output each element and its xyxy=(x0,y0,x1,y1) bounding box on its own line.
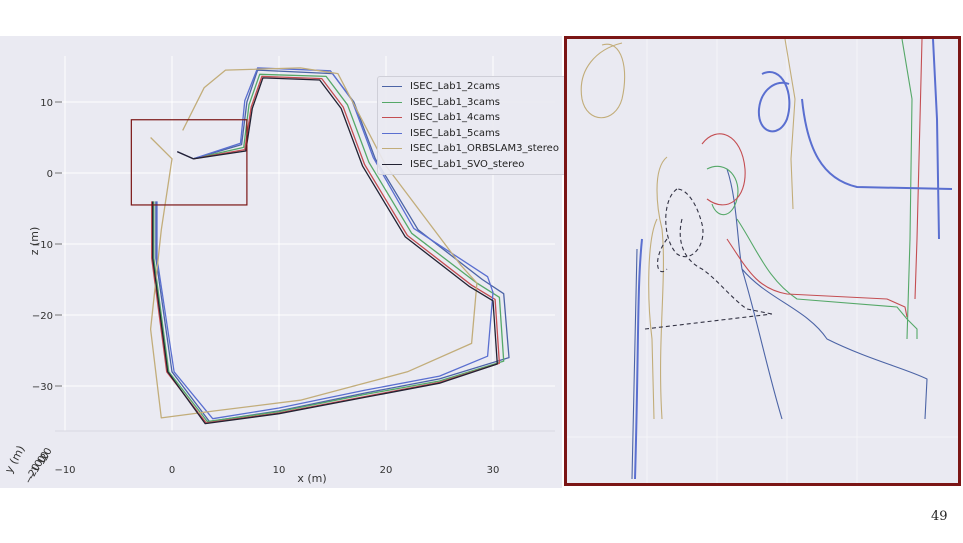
z-tick-label: −30 xyxy=(32,382,53,393)
legend-label: ISEC_Lab1_ORBSLAM3_stereo xyxy=(410,143,559,155)
legend-swatch xyxy=(382,101,402,103)
zoom-plot-svg xyxy=(567,39,958,483)
legend-entry: ISEC_Lab1_ORBSLAM3_stereo xyxy=(382,141,562,157)
z-tick-labels: 10 0 −10 −20 −30 xyxy=(32,98,62,393)
legend-entry: ISEC_Lab1_SVO_stereo xyxy=(382,157,562,173)
x-tick-label: −10 xyxy=(54,465,75,476)
z-tick-label: −10 xyxy=(32,240,53,251)
inset-region-box xyxy=(130,119,248,206)
legend-swatch xyxy=(382,163,402,165)
x-tick-label: 20 xyxy=(380,465,393,476)
legend-label: ISEC_Lab1_3cams xyxy=(410,96,500,108)
zoom-series-line-ISEC_Lab1_SVO_stereo xyxy=(644,188,773,330)
zoom-inset-plot xyxy=(564,36,961,486)
x-tick-label: 0 xyxy=(169,465,175,476)
legend-entry: ISEC_Lab1_4cams xyxy=(382,110,562,126)
series-line-ISEC_Lab1_SVO_stereo xyxy=(152,77,498,425)
legend-entry: ISEC_Lab1_3cams xyxy=(382,95,562,111)
y-axis-label: y (m) xyxy=(2,443,27,475)
zoom-series-line-ISEC_Lab1_ORBSLAM3_stereo xyxy=(580,39,796,420)
main-grid xyxy=(55,56,555,432)
zoom-series-line-ISEC_Lab1_5cams xyxy=(634,39,953,480)
x-tick-labels: −10 0 10 20 30 xyxy=(54,465,499,476)
legend-entry: ISEC_Lab1_5cams xyxy=(382,126,562,142)
legend-swatch xyxy=(382,117,402,119)
legend-label: ISEC_Lab1_4cams xyxy=(410,112,500,124)
legend-swatch xyxy=(382,148,402,150)
zoom-series-lines xyxy=(580,39,953,480)
legend: ISEC_Lab1_2cams ISEC_Lab1_3cams ISEC_Lab1_… xyxy=(377,76,567,175)
legend-swatch xyxy=(382,86,402,88)
legend-label: ISEC_Lab1_2cams xyxy=(410,81,500,93)
z-axis-label: z (m) xyxy=(28,227,41,256)
y-tick-label: 20 xyxy=(39,446,55,462)
zoom-series-line-ISEC_Lab1_2cams xyxy=(631,168,928,480)
series-line-ISEC_Lab1_ORBSLAM3_stereo xyxy=(149,67,478,419)
legend-swatch xyxy=(382,132,402,134)
zoom-series-line-ISEC_Lab1_3cams xyxy=(706,39,918,340)
series-line-ISEC_Lab1_5cams xyxy=(156,67,494,420)
legend-entry: ISEC_Lab1_2cams xyxy=(382,79,562,95)
main-trajectory-plot: −10 0 10 20 30 10 0 −10 −20 −30 −20 −10 0 10 20 x (m… xyxy=(0,36,567,488)
page-number: 49 xyxy=(931,509,948,524)
legend-label: ISEC_Lab1_5cams xyxy=(410,127,500,139)
y-tick-label: 0 xyxy=(36,454,49,465)
zoom-grid xyxy=(567,39,958,483)
x-tick-label: 30 xyxy=(487,465,500,476)
z-tick-label: −20 xyxy=(32,311,53,322)
main-series-lines xyxy=(149,67,510,425)
x-tick-label: 10 xyxy=(273,465,286,476)
z-tick-label: 10 xyxy=(40,98,53,109)
zoom-series-line-ISEC_Lab1_4cams xyxy=(701,39,923,318)
legend-label: ISEC_Lab1_SVO_stereo xyxy=(410,158,525,170)
z-tick-label: 0 xyxy=(47,169,53,180)
y-tick-label: 10 xyxy=(36,450,52,466)
x-axis-label: x (m) xyxy=(297,472,326,485)
